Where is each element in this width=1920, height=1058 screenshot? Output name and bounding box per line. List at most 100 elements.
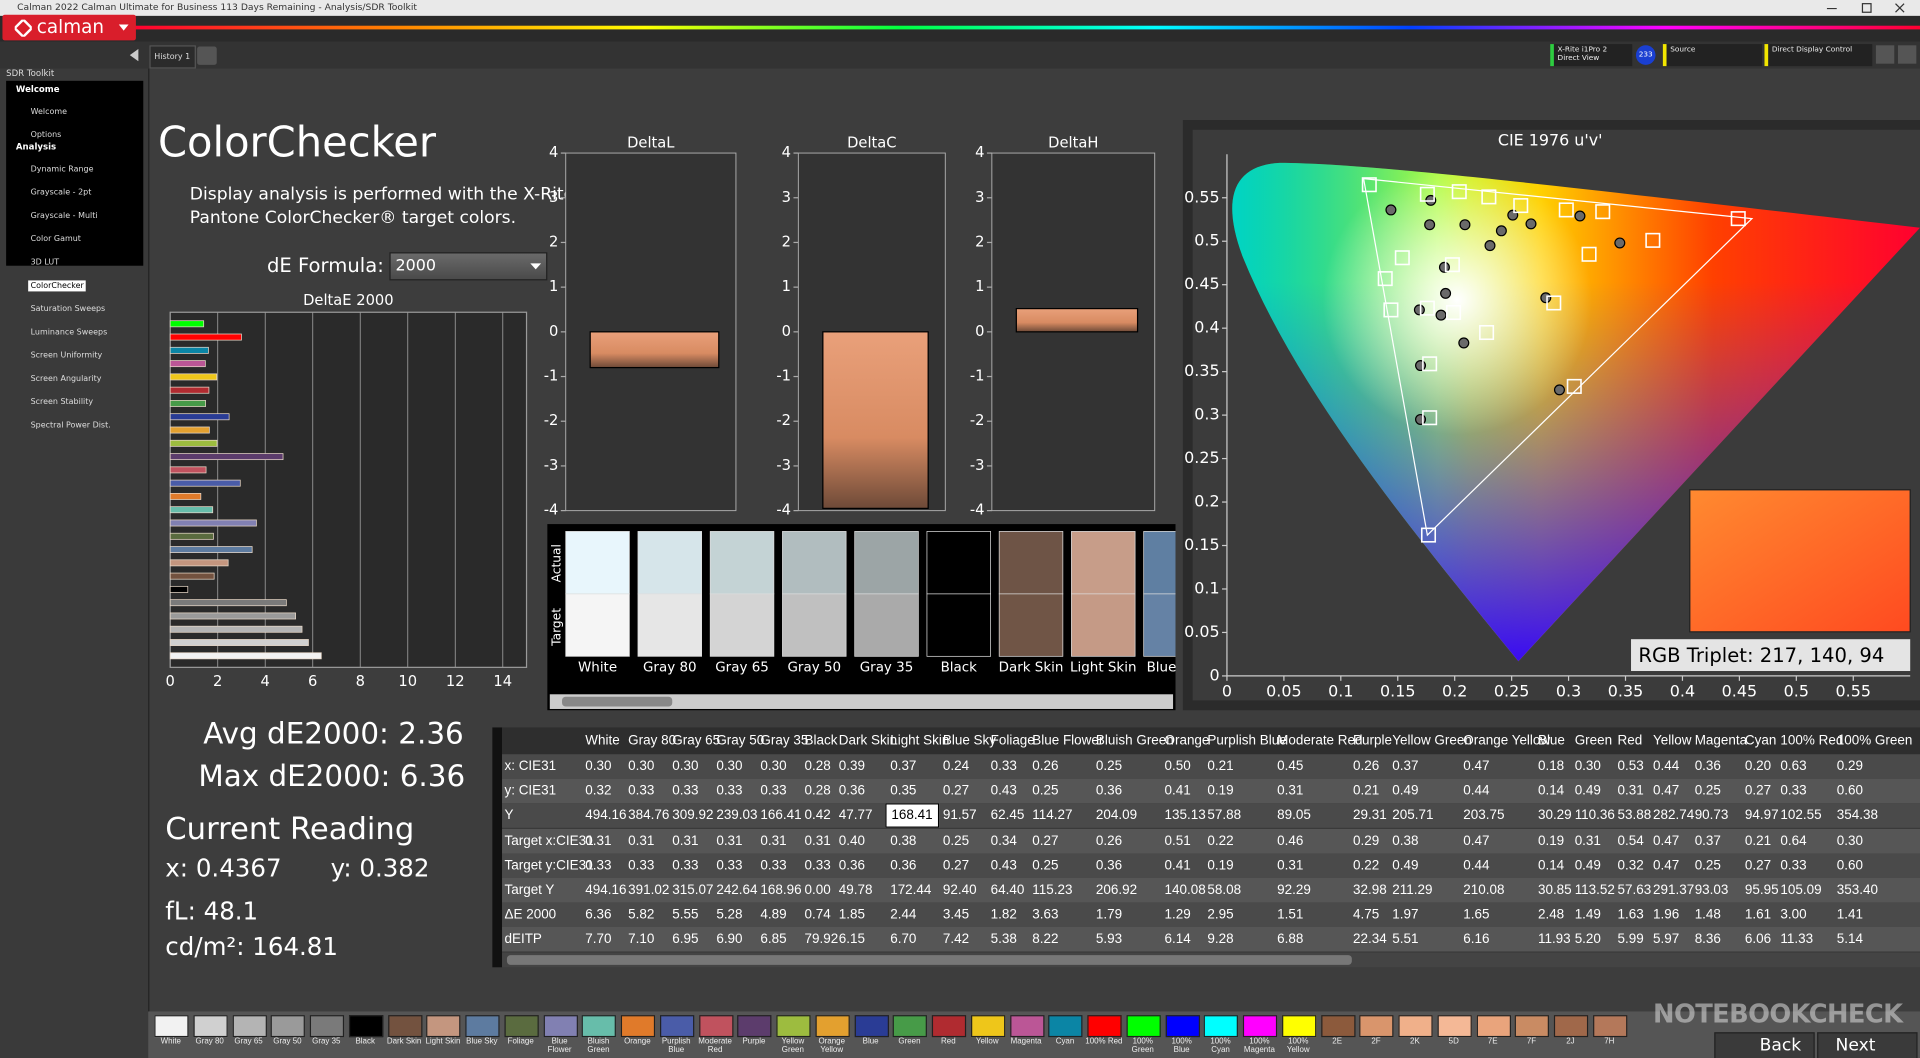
table-cell[interactable]: 0.53: [1617, 759, 1644, 774]
table-cell[interactable]: 1.82: [990, 907, 1017, 923]
table-cell[interactable]: 168.96: [760, 882, 802, 898]
table-cell[interactable]: 0.20: [1744, 759, 1772, 774]
table-cell[interactable]: 0.44: [1653, 759, 1680, 774]
table-cell[interactable]: 0.31: [804, 833, 831, 849]
table-cell[interactable]: 0.47: [1653, 783, 1680, 799]
bottom-swatch[interactable]: Magenta: [1007, 1014, 1045, 1056]
table-cell[interactable]: 0.25: [942, 833, 970, 849]
bottom-swatch[interactable]: Orange Yellow: [813, 1014, 851, 1056]
bottom-swatch[interactable]: Purplish Blue: [657, 1014, 695, 1056]
table-cell[interactable]: 140.08: [1164, 882, 1206, 898]
table-cell[interactable]: 0.14: [1537, 783, 1565, 799]
table-cell[interactable]: 6.88: [1277, 932, 1304, 948]
table-cell[interactable]: 6.36: [585, 907, 612, 923]
table-cell[interactable]: 4.89: [760, 907, 787, 923]
table-cell[interactable]: 0.26: [1095, 833, 1123, 849]
table-cell[interactable]: 2.44: [890, 907, 917, 923]
table-cell[interactable]: 0.44: [1463, 783, 1490, 799]
table-cell[interactable]: 0.28: [804, 783, 831, 799]
table-cell[interactable]: 0.19: [1537, 833, 1565, 849]
table-cell[interactable]: 64.40: [990, 882, 1025, 898]
table-cell[interactable]: 0.31: [672, 833, 699, 849]
table-cell[interactable]: 135.13: [1164, 808, 1206, 824]
table-cell[interactable]: 0.47: [1653, 833, 1680, 849]
table-cell[interactable]: 0.43: [990, 858, 1017, 873]
table-cell[interactable]: 0.36: [1095, 858, 1123, 873]
table-cell[interactable]: 0.47: [1463, 759, 1490, 774]
table-cell[interactable]: 5.14: [1836, 932, 1863, 948]
table-cell[interactable]: 9.28: [1207, 932, 1234, 948]
table-cell[interactable]: 0.43: [990, 783, 1017, 799]
table-cell[interactable]: 354.38: [1836, 808, 1878, 824]
table-cell[interactable]: 0.41: [1164, 783, 1191, 799]
table-cell[interactable]: 0.31: [760, 833, 787, 849]
table-cell[interactable]: 3.45: [942, 907, 970, 923]
table-cell[interactable]: 0.33: [804, 858, 831, 873]
table-cell[interactable]: 0.33: [672, 783, 699, 799]
table-cell[interactable]: 0.31: [1277, 783, 1304, 799]
table-scrollbar[interactable]: [502, 952, 1920, 968]
bottom-swatch[interactable]: 2F: [1357, 1014, 1395, 1056]
table-cell[interactable]: 29.31: [1353, 808, 1387, 824]
table-cell[interactable]: 0.31: [628, 833, 655, 849]
bottom-swatch[interactable]: Light Skin: [424, 1014, 462, 1056]
table-cell[interactable]: 0.63: [1780, 759, 1807, 774]
table-cell[interactable]: 1.49: [1574, 907, 1601, 923]
table-cell[interactable]: 6.70: [890, 932, 917, 948]
table-cell[interactable]: 79.92: [804, 932, 839, 948]
table-cell[interactable]: 0.33: [716, 783, 743, 799]
table-cell[interactable]: 0.33: [760, 783, 787, 799]
table-cell[interactable]: 1.85: [838, 907, 866, 923]
table-cell[interactable]: 114.27: [1032, 808, 1073, 824]
table-cell[interactable]: 0.32: [1617, 858, 1644, 873]
table-cell[interactable]: 57.88: [1207, 808, 1242, 824]
table-cell[interactable]: 168.41: [885, 803, 939, 829]
window-controls[interactable]: [1812, 0, 1920, 16]
table-cell[interactable]: 0.30: [1836, 833, 1863, 849]
table-cell[interactable]: 0.21: [1744, 833, 1772, 849]
table-cell[interactable]: 6.90: [716, 932, 743, 948]
table-cell[interactable]: 0.42: [804, 808, 831, 824]
table-cell[interactable]: 92.29: [1277, 882, 1311, 898]
table-cell[interactable]: 1.97: [1392, 907, 1419, 923]
table-cell[interactable]: 53.88: [1617, 808, 1652, 824]
table-cell[interactable]: 0.30: [760, 759, 787, 774]
table-cell[interactable]: 6.85: [760, 932, 787, 948]
tree-item[interactable]: Options: [30, 129, 62, 140]
meter-badge[interactable]: 233: [1635, 45, 1656, 65]
table-cell[interactable]: 0.60: [1836, 858, 1863, 873]
bottom-swatch[interactable]: Foliage: [502, 1014, 540, 1056]
tree-item[interactable]: Grayscale - 2pt: [30, 187, 92, 198]
tree-item[interactable]: Color Gamut: [30, 233, 81, 244]
table-cell[interactable]: 49.78: [838, 882, 873, 898]
table-cell[interactable]: 30.29: [1537, 808, 1572, 824]
bottom-swatch[interactable]: Yellow: [968, 1014, 1006, 1056]
table-cell[interactable]: 4.75: [1353, 907, 1380, 923]
bottom-swatch[interactable]: 100% Cyan: [1202, 1014, 1240, 1056]
bottom-swatch[interactable]: Dark Skin: [385, 1014, 423, 1056]
table-cell[interactable]: 0.26: [1032, 759, 1059, 774]
table-cell[interactable]: 105.09: [1780, 882, 1822, 898]
table-cell[interactable]: 0.64: [1780, 833, 1807, 849]
table-cell[interactable]: 0.31: [1574, 833, 1601, 849]
tree-item[interactable]: 3D LUT: [30, 257, 60, 267]
table-cell[interactable]: 2.95: [1207, 907, 1234, 923]
table-cell[interactable]: 0.49: [1392, 783, 1419, 799]
bottom-swatch[interactable]: 7H: [1590, 1014, 1628, 1056]
table-cell[interactable]: 6.16: [1463, 932, 1490, 948]
table-cell[interactable]: 0.33: [1780, 783, 1807, 799]
table-cell[interactable]: 203.75: [1463, 808, 1505, 824]
table-cell[interactable]: 1.48: [1694, 907, 1721, 923]
source-select[interactable]: Source: [1662, 44, 1763, 67]
table-cell[interactable]: 32.98: [1353, 882, 1387, 898]
table-cell[interactable]: 0.27: [1032, 833, 1059, 849]
bottom-swatch[interactable]: 100% Yellow: [1279, 1014, 1317, 1056]
table-cell[interactable]: 90.73: [1694, 808, 1729, 824]
table-cell[interactable]: 0.36: [890, 858, 917, 873]
formula-select[interactable]: 2000: [389, 252, 548, 281]
table-cell[interactable]: 0.27: [1744, 858, 1772, 873]
logo[interactable]: calman: [2, 14, 136, 41]
table-cell[interactable]: 353.40: [1836, 882, 1878, 898]
table-cell[interactable]: 0.33: [760, 858, 787, 873]
table-cell[interactable]: 0.30: [716, 759, 743, 774]
